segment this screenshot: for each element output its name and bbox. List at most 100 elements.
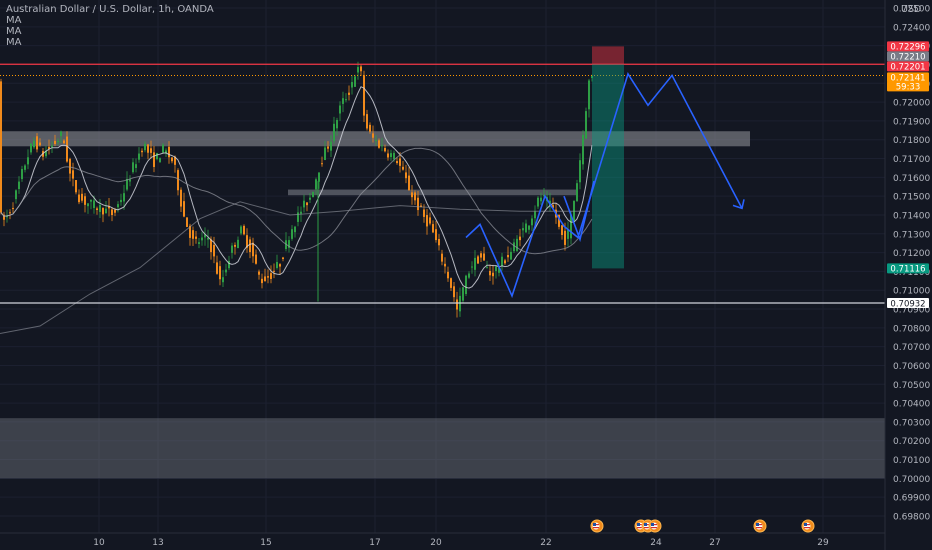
candle-body (528, 225, 530, 230)
y-tick-label: 0.70600 (893, 362, 930, 372)
candle-body (537, 197, 539, 207)
candle-body (177, 170, 179, 191)
currency-label[interactable]: USD (901, 4, 922, 15)
candle-body (429, 217, 431, 224)
candle-body (0, 81, 2, 213)
candle-body (510, 251, 512, 260)
y-tick-label: 0.72500 (893, 5, 930, 15)
candle-body (576, 183, 578, 202)
candle-body (111, 209, 113, 216)
candle-body (165, 150, 167, 154)
candle-body (318, 172, 320, 182)
candle-body (291, 229, 293, 239)
candle-body (123, 193, 125, 202)
event-flag-canton (804, 523, 807, 526)
x-tick-label: 15 (260, 538, 271, 548)
candle-body (564, 230, 566, 245)
candle-body (507, 254, 509, 258)
candle-body (282, 257, 284, 260)
candle-body (321, 163, 323, 165)
candle-body (471, 266, 473, 268)
candle-body (315, 179, 317, 190)
candle-body (486, 267, 488, 269)
candle-body (120, 199, 122, 203)
candle-body (27, 157, 29, 165)
candle-body (483, 253, 485, 261)
candle-body (348, 92, 350, 95)
candle-body (324, 147, 326, 160)
candle-body (66, 136, 68, 162)
candle-body (261, 278, 263, 284)
candles (0, 61, 593, 318)
candle-body (384, 148, 386, 152)
price-badge: 0.72210 (887, 51, 929, 63)
chart-legend: Australian Dollar / U.S. Dollar, 1h, OAN… (6, 4, 214, 48)
y-tick-label: 0.70000 (893, 475, 930, 485)
candle-body (579, 160, 581, 183)
projection-arrowhead (732, 199, 745, 210)
candle-body (393, 152, 395, 160)
candle-body (114, 209, 116, 213)
candle-body (45, 151, 47, 157)
y-tick-label: 0.70700 (893, 343, 930, 353)
candle-body (297, 212, 299, 222)
candle-body (390, 153, 392, 158)
y-tick-label: 0.70300 (893, 418, 930, 428)
candle-body (87, 203, 89, 207)
candle-body (417, 197, 419, 211)
candle-body (492, 272, 494, 277)
candle-body (213, 244, 215, 257)
candle-body (216, 262, 218, 274)
price-badge-label: 59:33 (896, 83, 921, 93)
y-tick-label: 0.71200 (893, 249, 930, 259)
ma-indicator-1[interactable]: MA (6, 15, 22, 26)
candle-body (363, 75, 365, 116)
price-badge: 0.72141 (887, 72, 929, 84)
candle-body (354, 76, 356, 87)
y-tick-label: 0.71600 (893, 174, 930, 184)
symbol-title[interactable]: Australian Dollar / U.S. Dollar, 1h, OAN… (6, 4, 214, 15)
y-tick-label: 0.70200 (893, 437, 930, 447)
event-flag-canton (637, 523, 640, 526)
x-tick-label: 10 (93, 538, 105, 548)
candle-body (378, 140, 380, 148)
price-badge-label: 0.71116 (890, 265, 925, 275)
candle-body (402, 166, 404, 170)
price-badge-bg (887, 41, 929, 52)
candle-body (48, 146, 50, 150)
candle-body (141, 150, 143, 153)
event-flag-canton (651, 523, 654, 526)
candle-body (117, 204, 119, 208)
candle-body (108, 206, 110, 209)
candle-body (489, 270, 491, 276)
candle-body (63, 140, 65, 144)
y-tick-label: 0.71400 (893, 211, 930, 221)
candle-body (264, 276, 266, 282)
candle-body (516, 238, 518, 251)
candle-body (33, 140, 35, 148)
candle-body (405, 172, 407, 179)
price-badge-bg (887, 81, 929, 92)
candle-body (225, 269, 227, 273)
x-tick-label: 17 (369, 538, 380, 548)
candle-body (567, 229, 569, 239)
ma-indicator-3[interactable]: MA (6, 37, 22, 48)
y-tick-label: 0.71800 (893, 136, 930, 146)
event-flag-canton (593, 523, 596, 526)
candle-body (294, 226, 296, 233)
candle-body (552, 205, 554, 208)
candle-body (387, 153, 389, 158)
candle-body (300, 211, 302, 214)
candle-body (357, 67, 359, 73)
candle-body (93, 200, 95, 208)
candle-body (588, 80, 590, 110)
candle-body (438, 239, 440, 246)
ma-indicator-2[interactable]: MA (6, 26, 22, 37)
event-flag-stripe (637, 527, 643, 529)
candle-body (333, 123, 335, 141)
candle-body (276, 262, 278, 268)
candle-body (201, 237, 203, 241)
candle-body (99, 204, 101, 212)
candle-body (279, 264, 281, 267)
